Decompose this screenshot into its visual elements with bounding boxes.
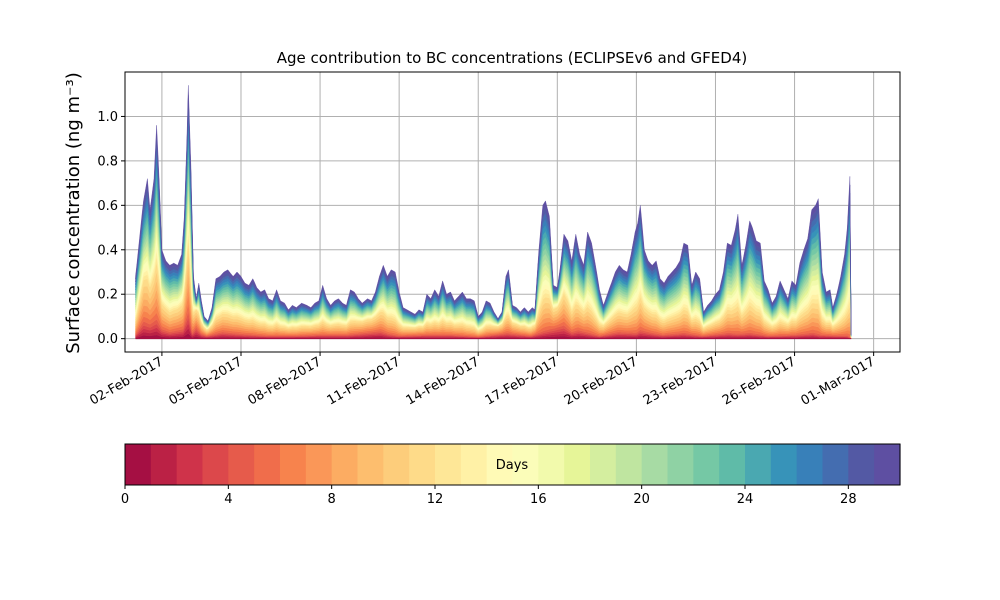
x-tick-label: 14-Feb-2017 (404, 354, 483, 408)
age-bands (135, 85, 852, 340)
colorbar-cell (822, 444, 849, 485)
colorbar-tick-label: 24 (737, 492, 754, 507)
chart-title: Age contribution to BC concentrations (E… (277, 49, 748, 67)
colorbar-tick-label: 20 (633, 492, 650, 507)
x-ticks: 02-Feb-2017 05-Feb-2017 08-Feb-2017 11-Feb-… (87, 352, 878, 409)
colorbar-cell (512, 444, 539, 485)
x-tick-label: 26-Feb-2017 (720, 354, 799, 408)
colorbar-cell (667, 444, 694, 485)
colorbar: Days 0 4 8 12 16 20 24 28 (121, 443, 901, 507)
colorbar-cell (357, 444, 384, 485)
colorbar-cell (460, 444, 488, 485)
x-tick-label: 05-Feb-2017 (166, 354, 245, 408)
colorbar-tick-label: 8 (328, 492, 336, 507)
colorbar-tick-label: 16 (530, 492, 547, 507)
colorbar-cell (770, 444, 798, 485)
x-tick-label: 02-Feb-2017 (87, 354, 166, 408)
x-tick-label: 11-Feb-2017 (325, 354, 404, 408)
colorbar-ticks: 0 4 8 12 16 20 24 28 (121, 485, 857, 507)
colorbar-cells (125, 444, 901, 485)
colorbar-cell (796, 444, 824, 485)
age-band-day-29 (135, 85, 852, 335)
colorbar-cell (280, 444, 307, 485)
y-ticks: 0.0 0.2 0.4 0.6 0.8 1.0 (97, 110, 125, 347)
colorbar-cell (874, 444, 901, 485)
colorbar-cell (745, 444, 772, 485)
y-tick-label: 0.0 (97, 332, 118, 347)
y-tick-label: 0.6 (97, 199, 118, 214)
colorbar-cell (693, 444, 720, 485)
colorbar-cell (538, 444, 565, 485)
colorbar-cell (228, 444, 255, 485)
colorbar-tick-label: 4 (224, 492, 232, 507)
colorbar-cell (486, 444, 514, 485)
y-tick-label: 1.0 (97, 110, 118, 125)
colorbar-tick-label: 28 (840, 492, 857, 507)
colorbar-cell (305, 444, 333, 485)
x-tick-label: 17-Feb-2017 (483, 354, 562, 408)
colorbar-cell (383, 444, 410, 485)
colorbar-cell (615, 444, 643, 485)
colorbar-cell (202, 444, 229, 485)
x-tick-label: 08-Feb-2017 (246, 354, 325, 408)
y-tick-label: 0.4 (97, 243, 118, 258)
plot-frame (124, 71, 901, 353)
colorbar-cell (254, 444, 281, 485)
colorbar-label: Days (496, 458, 529, 473)
colorbar-cell (176, 444, 204, 485)
colorbar-cell (564, 444, 591, 485)
colorbar-tick-label: 12 (427, 492, 444, 507)
colorbar-cell (331, 444, 359, 485)
colorbar-cell (590, 444, 617, 485)
x-tick-label: 01-Mar-2017 (799, 354, 878, 408)
x-tick-label: 23-Feb-2017 (641, 354, 720, 408)
colorbar-cell (409, 444, 436, 485)
colorbar-frame (124, 443, 901, 486)
colorbar-cell (125, 444, 152, 485)
y-tick-label: 0.8 (97, 154, 118, 169)
x-tick-label: 20-Feb-2017 (562, 354, 641, 408)
colorbar-cell (435, 444, 462, 485)
colorbar-cell (848, 444, 875, 485)
colorbar-cell (150, 444, 178, 485)
plot-area: 0.0 0.2 0.4 0.6 0.8 1.0 02-Feb-2017 05-Feb-201… (87, 71, 901, 409)
colorbar-cell (719, 444, 746, 485)
y-axis-label: Surface concentration (ng m⁻³) (63, 72, 84, 354)
colorbar-cell (641, 444, 669, 485)
y-tick-label: 0.2 (97, 288, 118, 303)
colorbar-tick-label: 0 (121, 492, 129, 507)
